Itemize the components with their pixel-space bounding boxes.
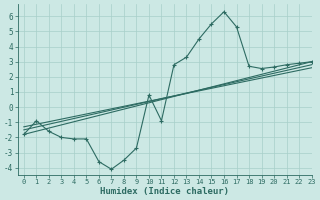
X-axis label: Humidex (Indice chaleur): Humidex (Indice chaleur): [100, 187, 229, 196]
